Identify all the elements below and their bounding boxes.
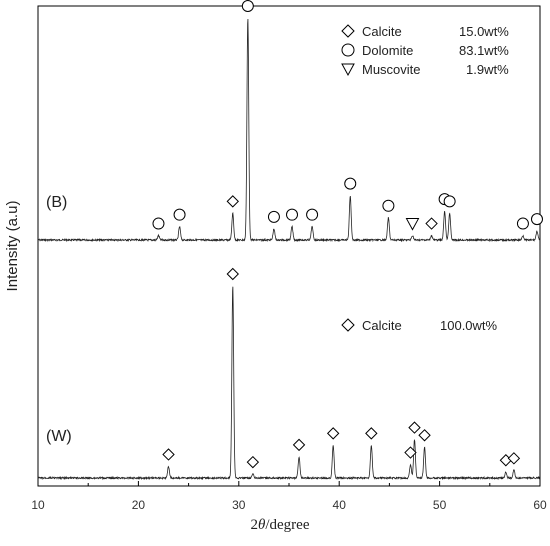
diffraction-traces [37,18,541,481]
calcite-peak-marker [365,427,378,440]
calcite-peak-marker [246,455,260,469]
legend-b-muscovite-name: Muscovite [362,62,421,77]
x-tick-label: 20 [132,498,146,512]
calcite-peak-marker [507,452,521,465]
dolomite-peak-marker [530,213,543,226]
x-axis-ticks: 10 20 30 40 50 60 [31,481,547,512]
dolomite-peak-marker [344,177,357,190]
legend-diamond-icon [341,318,355,332]
legend-b-dolomite-name: Dolomite [362,43,413,58]
y-axis-label: Intensity (a.u) [4,201,21,292]
legend-diamond-icon [341,24,355,38]
x-tick-label: 10 [31,498,45,512]
legend-b-dolomite-value: 83.1wt% [459,43,509,58]
x-tick-label: 60 [533,498,547,512]
legend-w: Calcite 100.0wt% [341,318,498,333]
legend-b-calcite-name: Calcite [362,24,402,39]
panel-label-b: (B) [46,194,67,211]
legend-triangle-down-icon [341,63,355,77]
calcite-peak-marker [326,427,340,440]
legend-b-calcite-value: 15.0wt% [459,24,509,39]
dolomite-peak-marker [382,199,395,212]
dolomite-peak-marker [267,210,280,223]
dolomite-peak-marker [173,208,186,221]
calcite-peak-marker [226,195,239,208]
x-tick-label: 50 [433,498,447,512]
dolomite-peak-marker [306,208,319,221]
legend-circle-icon [341,43,355,57]
x-axis-label: 2θ/degree [250,517,309,533]
dolomite-peak-marker [443,195,456,208]
calcite-peak-marker [404,446,417,459]
muscovite-peak-marker [405,218,420,231]
x-tick-label: 40 [333,498,347,512]
calcite-peak-marker [162,448,175,461]
plot-frame [37,5,541,487]
calcite-peak-marker [425,217,438,230]
legend-b-muscovite-value: 1.9wt% [466,62,509,77]
calcite-peak-marker [418,429,431,442]
dolomite-peak-marker [286,208,299,221]
trace-b [37,18,541,243]
legend-w-calcite-name: Calcite [362,318,402,333]
trace-w [37,286,540,481]
panel-label-w: (W) [46,428,72,445]
peak-markers [152,0,543,469]
calcite-peak-marker [226,267,239,281]
dolomite-peak-marker [516,217,529,230]
dolomite-peak-marker [152,217,165,230]
calcite-peak-marker [408,421,421,434]
calcite-peak-marker [292,438,306,452]
legend-b: Calcite 15.0wt% Dolomite 83.1wt% Muscovi… [341,24,509,77]
legend-w-calcite-value: 100.0wt% [440,318,498,333]
dolomite-peak-marker [241,0,254,12]
x-tick-label: 30 [232,498,246,512]
